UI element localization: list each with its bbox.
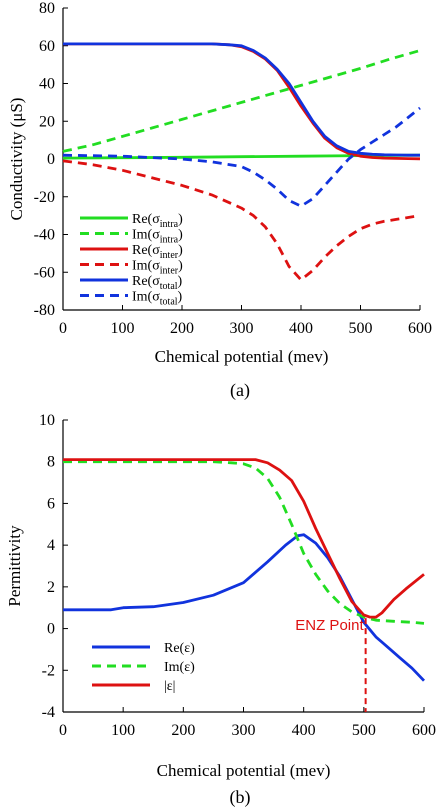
- chart-caption: (b): [230, 787, 251, 808]
- x-tick-label: 300: [230, 320, 254, 337]
- legend-label-close: ): [178, 243, 183, 258]
- x-tick-label: 200: [171, 722, 195, 739]
- legend-label-sub: intra: [160, 235, 179, 246]
- x-axis-label: Chemical potential (mev): [155, 347, 329, 366]
- legend-label-base: Re(σ: [132, 243, 160, 258]
- series-line-0: [63, 533, 426, 682]
- y-axis-label: Permittivity: [5, 525, 24, 607]
- x-tick-label: 400: [292, 722, 316, 739]
- legend-label-sub: inter: [160, 266, 179, 277]
- x-tick-label: 600: [412, 722, 436, 739]
- x-tick-label: 500: [349, 320, 373, 337]
- legend-label-close: ): [178, 212, 183, 227]
- y-tick-label: 4: [47, 537, 55, 554]
- enz-point-label: ENZ Point: [295, 617, 364, 634]
- legend-label-0: Re(σintra): [132, 212, 183, 230]
- chart-b-permittivity: 0 100 200 300 400 500 600 10 8 6 4 2 0 -2 -4 Chemical p…: [5, 412, 436, 808]
- legend: Re(σintra)Im(σintra)Re(σinter)Im(σinter)…: [80, 212, 183, 308]
- x-tick-label: 300: [232, 722, 256, 739]
- legend-label-base: Im(σ: [132, 228, 160, 243]
- x-tick-label: 100: [111, 320, 135, 337]
- x-tick-label: 400: [289, 320, 313, 337]
- legend-label-0: Re(ε): [164, 641, 195, 656]
- legend-label-close: ): [178, 228, 183, 243]
- y-tick-label: 0: [47, 151, 55, 168]
- x-tick-label: 200: [170, 320, 194, 337]
- legend-label-sub: total: [160, 297, 178, 308]
- y-tick-label: -40: [34, 227, 55, 244]
- series-line-3: [62, 159, 421, 282]
- x-tick-label: 100: [111, 722, 135, 739]
- x-tick-label: 500: [352, 722, 376, 739]
- legend-label-close: ): [178, 290, 183, 305]
- y-tick-label: 60: [39, 38, 55, 55]
- y-axis-label: Conductivity (μS): [7, 98, 26, 221]
- y-tick-label: 40: [39, 76, 55, 93]
- y-tick-label: 10: [39, 412, 55, 429]
- legend-label-sub: intra: [160, 219, 179, 230]
- chart-caption: (a): [230, 380, 250, 401]
- y-tick-label: -20: [34, 189, 55, 206]
- legend: Re(ε) Im(ε) |ε|: [92, 641, 195, 694]
- y-tick-label: -60: [34, 264, 55, 281]
- legend-label-1: Im(σintra): [132, 228, 183, 246]
- series-line-1: [62, 49, 421, 153]
- chart-a-conductivity: 0 100 200 300 400 500 600806040200-20-40-60-80…: [7, 0, 432, 401]
- y-tick-label: 20: [39, 113, 55, 130]
- y-tick-label: 80: [39, 0, 55, 17]
- series-line-2: [63, 458, 425, 619]
- legend-label-base: Im(σ: [132, 290, 160, 305]
- x-tick-label: 600: [408, 320, 432, 337]
- series-line-1: [63, 460, 425, 625]
- legend-label-2: Re(σinter): [132, 243, 183, 261]
- y-tick-label: -80: [34, 302, 55, 319]
- x-tick-label: 0: [59, 722, 67, 739]
- x-axis-label: Chemical potential (mev): [157, 761, 331, 780]
- y-tick-label: -2: [42, 662, 55, 679]
- y-tick-label: 6: [47, 495, 55, 512]
- y-tick-label: 2: [47, 579, 55, 596]
- legend-label-3: Im(σinter): [132, 259, 183, 277]
- legend-label-sub: total: [160, 281, 178, 292]
- y-tick-label: 0: [47, 621, 55, 638]
- y-tick-label: 8: [47, 454, 55, 471]
- legend-label-base: Re(σ: [132, 274, 160, 289]
- series-line-5: [62, 106, 421, 208]
- legend-label-5: Im(σtotal): [132, 290, 183, 308]
- x-tick-label: 0: [59, 320, 67, 337]
- legend-label-2: |ε|: [164, 679, 175, 694]
- legend-label-base: Im(σ: [132, 259, 160, 274]
- legend-label-close: ): [178, 259, 183, 274]
- legend-label-1: Im(ε): [164, 660, 195, 675]
- y-tick-label: -4: [42, 704, 55, 721]
- legend-label-base: Re(σ: [132, 212, 160, 227]
- legend-label-4: Re(σtotal): [132, 274, 183, 292]
- legend-label-sub: inter: [160, 250, 179, 261]
- legend-label-close: ): [178, 274, 183, 289]
- series-line-4: [63, 42, 420, 157]
